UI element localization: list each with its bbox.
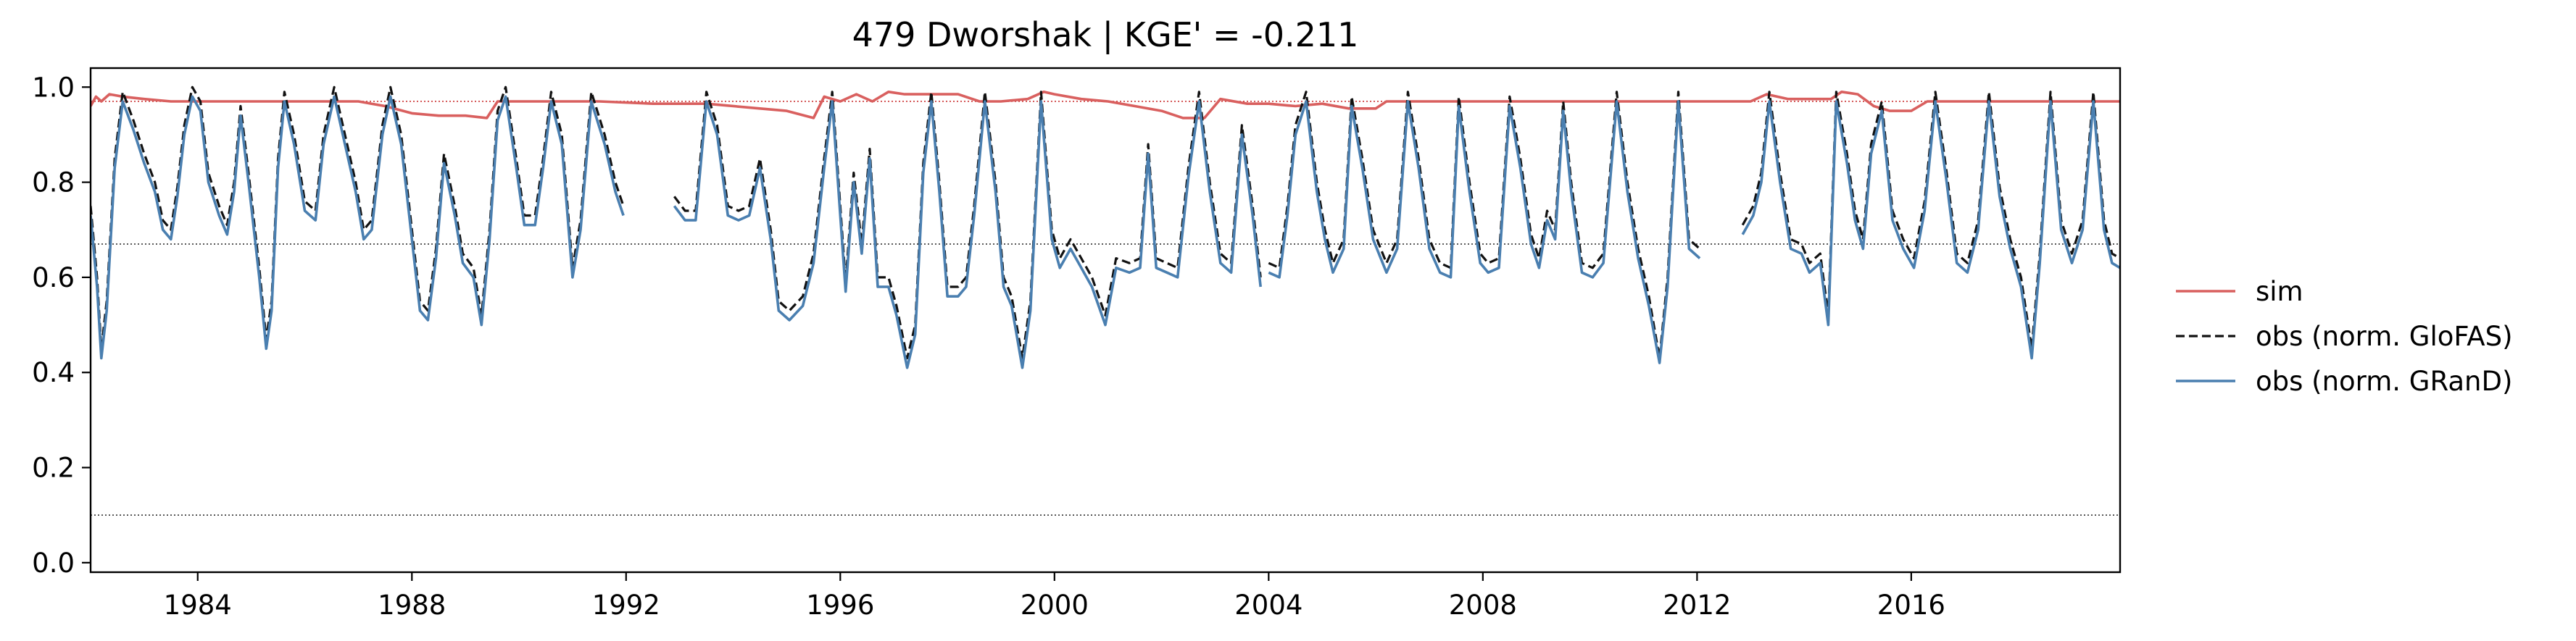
x-tick-label: 1992 — [592, 590, 660, 621]
x-tick-label: 2016 — [1877, 590, 1945, 621]
series-line-1-segment-0 — [91, 85, 625, 350]
legend-label: obs (norm. GRanD) — [2256, 366, 2512, 397]
x-tick-label: 1984 — [164, 590, 232, 621]
x-axis: 1984 1988 1992 1996 2000 2004 2008 2012 2016 — [164, 572, 1945, 621]
legend-label: obs (norm. GloFAS) — [2256, 321, 2513, 352]
legend-label: sim — [2256, 276, 2303, 307]
x-tick-label: 1996 — [806, 590, 874, 621]
series-line-1-segment-1 — [673, 91, 1262, 360]
series-group — [91, 85, 2120, 369]
x-tick-label: 2008 — [1449, 590, 1517, 621]
y-tick-label: 0.8 — [32, 167, 75, 198]
y-tick-label: 0.4 — [32, 357, 75, 388]
legend: sim obs (norm. GloFAS) obs (norm. GRanD) — [2176, 276, 2513, 397]
y-tick-label: 0.0 — [32, 548, 75, 579]
plot-frame — [89, 67, 2122, 574]
plot-area — [89, 67, 2122, 574]
chart-title: 479 Dworshak | KGE' = -0.211 — [852, 15, 1359, 55]
y-axis: 0.0 0.2 0.4 0.6 0.8 1.0 — [32, 72, 91, 579]
series-line-2-segment-2 — [1268, 100, 1701, 364]
x-tick-label: 2000 — [1021, 590, 1089, 621]
y-tick-label: 1.0 — [32, 72, 75, 103]
x-tick-label: 1988 — [378, 590, 446, 621]
y-tick-label: 0.2 — [32, 453, 75, 484]
series-line-2-segment-1 — [673, 100, 1262, 369]
series-line-2-segment-0 — [91, 95, 625, 360]
series-line-2-segment-3 — [1741, 100, 2120, 360]
x-tick-label: 2004 — [1234, 590, 1302, 621]
y-tick-label: 0.6 — [32, 262, 75, 293]
series-line-1-segment-2 — [1268, 91, 1701, 360]
series-line-0-segment-0 — [91, 91, 2120, 120]
x-tick-label: 2012 — [1663, 590, 1731, 621]
